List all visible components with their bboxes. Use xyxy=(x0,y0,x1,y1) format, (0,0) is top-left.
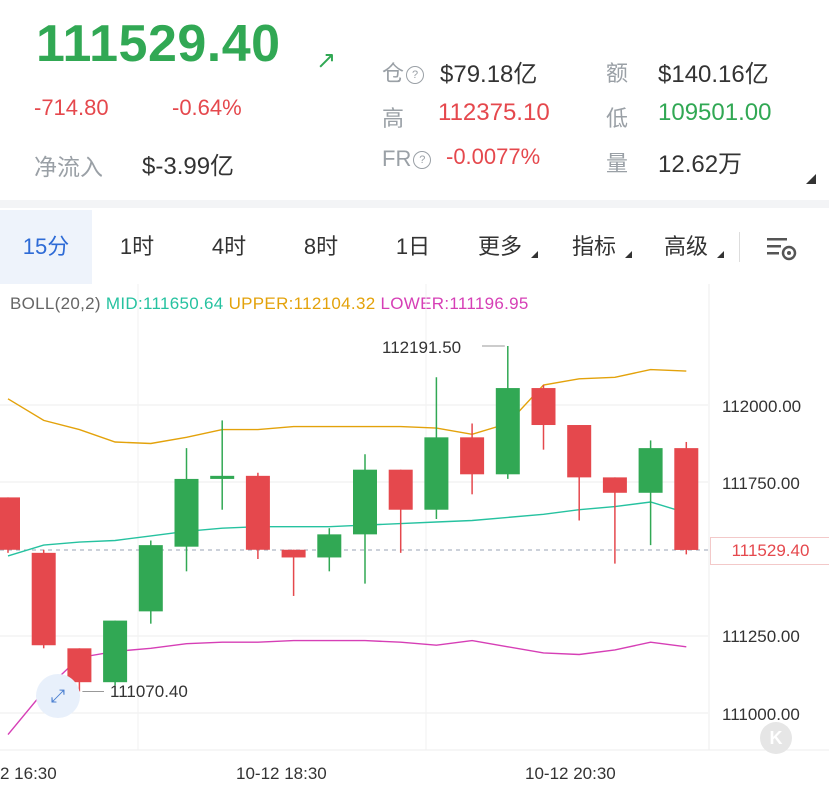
expand-icon[interactable]: ⤢ xyxy=(36,674,80,718)
netflow-label: 净流入 xyxy=(34,154,103,180)
y-tick-label: 111750.00 xyxy=(722,474,800,493)
open-interest-value: $79.18亿 xyxy=(440,61,538,88)
low-annotation: 111070.40 xyxy=(110,682,188,701)
expand-header-icon[interactable] xyxy=(806,174,816,184)
boll-mid: MID:111650.64 xyxy=(105,294,224,313)
boll-mid-line xyxy=(7,501,687,557)
turnover-value: $140.16亿 xyxy=(658,61,769,88)
candle-body xyxy=(210,475,235,479)
candle-body xyxy=(567,425,592,478)
price-change-absolute: -714.80 xyxy=(34,95,109,120)
boll-lower: LOWER:111196.95 xyxy=(380,294,529,313)
tab-advanced[interactable]: 高级 xyxy=(656,210,724,284)
candle-body xyxy=(103,620,128,683)
x-tick-label: 2 16:30 xyxy=(0,764,57,783)
candlestick-chart[interactable] xyxy=(0,284,829,797)
arrow-up-right-icon: ↗ xyxy=(316,47,337,74)
high-annotation: 112191.50 xyxy=(382,338,462,357)
tab-8h[interactable]: 8时 xyxy=(303,234,339,259)
x-tick-label: 10-12 18:30 xyxy=(236,764,327,783)
candle-body xyxy=(424,437,449,510)
boll-upper: UPPER:112104.32 xyxy=(228,294,376,313)
dropdown-icon xyxy=(717,251,724,258)
candle-body xyxy=(495,388,520,475)
dropdown-icon xyxy=(531,251,538,258)
tab-15m[interactable]: 15分 xyxy=(0,210,92,284)
k-button[interactable]: K xyxy=(760,722,792,754)
candle-body xyxy=(602,477,627,493)
y-tick-label: 111000.00 xyxy=(722,705,800,724)
candle-body xyxy=(31,552,56,646)
timeframe-tabs: 15分 1时 4时 8时 1日 更多 指标 高级 xyxy=(0,210,829,284)
volume-value: 12.62万 xyxy=(658,151,743,178)
candle-body xyxy=(353,469,377,535)
low-value: 109501.00 xyxy=(658,99,772,126)
help-icon[interactable]: ? xyxy=(406,66,425,84)
open-interest-label: 仓? xyxy=(382,56,425,88)
candle-body xyxy=(317,534,342,558)
tab-indicators[interactable]: 指标 xyxy=(564,210,632,284)
boll-legend: BOLL(20,2) MID:111650.64 UPPER:112104.32… xyxy=(10,294,529,314)
candle-body xyxy=(531,388,556,426)
dropdown-icon xyxy=(625,251,632,258)
tab-1d[interactable]: 1日 xyxy=(395,234,431,259)
section-divider xyxy=(0,200,829,208)
tab-1h[interactable]: 1时 xyxy=(119,234,155,259)
volume-label: 量 xyxy=(606,151,629,176)
candle-body xyxy=(0,497,20,550)
netflow-value: $-3.99亿 xyxy=(142,153,235,180)
chart-settings-icon[interactable] xyxy=(766,234,798,267)
tab-more[interactable]: 更多 xyxy=(470,210,538,284)
funding-rate-label: FR? xyxy=(382,146,432,172)
high-label: 高 xyxy=(382,106,405,131)
candle-body xyxy=(460,437,485,475)
turnover-label: 额 xyxy=(606,61,629,86)
current-price-tag: 111529.40 xyxy=(710,537,829,565)
price-change-percent: -0.64% xyxy=(172,95,242,120)
candle-body xyxy=(638,448,663,493)
tab-separator xyxy=(739,232,740,262)
candle-body xyxy=(138,545,163,612)
boll-name: BOLL(20,2) xyxy=(10,294,101,313)
high-value: 112375.10 xyxy=(438,99,550,126)
y-tick-label: 112000.00 xyxy=(722,397,802,416)
tab-4h[interactable]: 4时 xyxy=(211,234,247,259)
help-icon[interactable]: ? xyxy=(413,151,432,169)
last-price: 111529.40 xyxy=(36,15,281,73)
candle-body xyxy=(674,448,699,550)
candle-body xyxy=(174,478,199,547)
boll-upper-line xyxy=(7,368,687,445)
funding-rate-value: -0.0077% xyxy=(446,144,541,169)
low-label: 低 xyxy=(606,106,629,131)
x-tick-label: 10-12 20:30 xyxy=(525,764,616,783)
candle-body xyxy=(388,469,413,510)
candle-body xyxy=(67,648,92,683)
candle-body xyxy=(281,549,306,558)
candle-body xyxy=(245,475,270,550)
y-tick-label: 111250.00 xyxy=(722,627,800,646)
